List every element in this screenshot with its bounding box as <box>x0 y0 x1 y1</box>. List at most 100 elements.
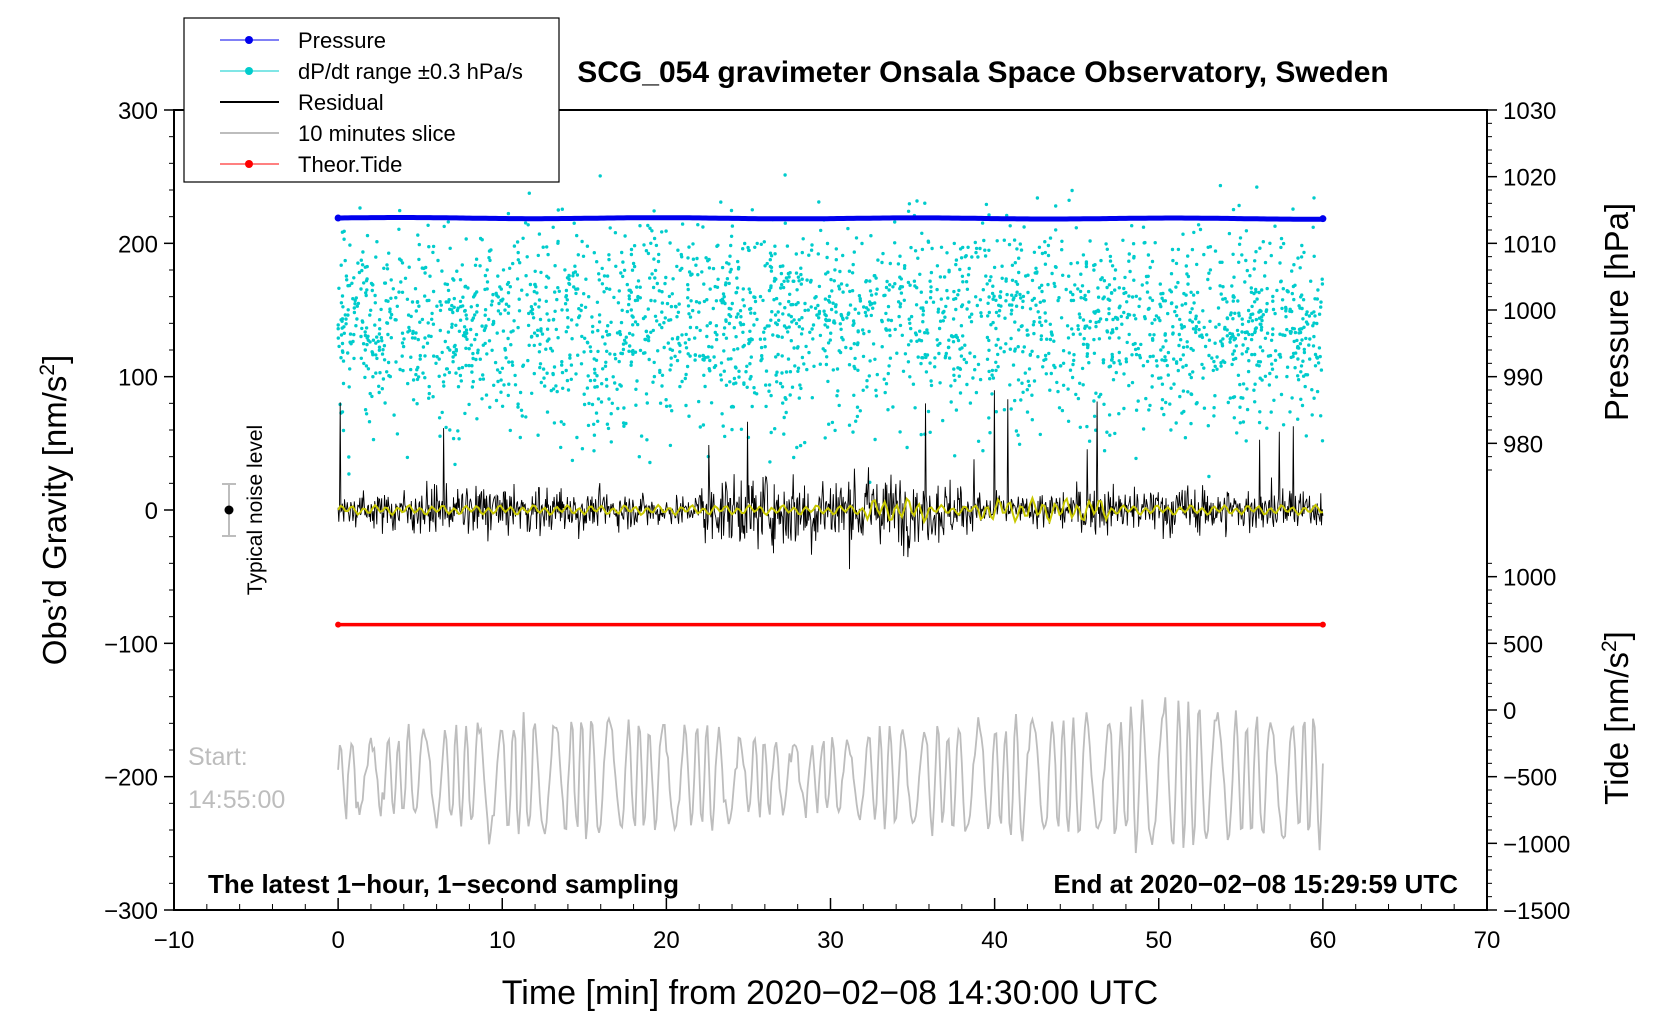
dpdt-point <box>921 309 926 313</box>
dpdt-point <box>762 240 766 244</box>
dpdt-point <box>968 315 972 319</box>
dpdt-point <box>575 435 579 440</box>
dpdt-point <box>983 248 987 252</box>
dpdt-point <box>1213 341 1217 345</box>
dpdt-point <box>1032 331 1036 336</box>
dpdt-point <box>1105 285 1109 290</box>
dpdt-point <box>1302 350 1307 355</box>
dpdt-point <box>817 200 821 204</box>
dpdt-point <box>564 294 569 298</box>
dpdt-point <box>585 386 590 390</box>
dpdt-point <box>399 280 403 284</box>
dpdt-point <box>957 374 961 378</box>
dpdt-point <box>403 276 408 280</box>
dpdt-point <box>1144 274 1149 279</box>
dpdt-point <box>773 244 777 248</box>
dpdt-point <box>687 312 691 316</box>
dpdt-point <box>676 248 680 252</box>
dpdt-point <box>1141 225 1146 229</box>
dpdt-point <box>1172 382 1176 386</box>
dpdt-point <box>1185 340 1189 344</box>
dpdt-point <box>1257 290 1261 295</box>
dpdt-point <box>550 349 555 353</box>
dpdt-point <box>1070 327 1074 331</box>
dpdt-point <box>536 253 540 258</box>
dpdt-point <box>986 314 990 318</box>
dpdt-point <box>1312 321 1316 325</box>
dpdt-point <box>1110 264 1115 268</box>
dpdt-point <box>1094 324 1098 329</box>
dpdt-point <box>741 330 745 334</box>
dpdt-point <box>655 319 659 323</box>
dpdt-point <box>458 373 463 378</box>
dpdt-point <box>1111 330 1115 334</box>
dpdt-point <box>991 297 995 301</box>
dpdt-point <box>1053 284 1057 289</box>
dpdt-point <box>633 350 638 354</box>
tide-tick-label: −500 <box>1503 765 1557 792</box>
dpdt-point <box>1018 242 1022 246</box>
dpdt-point <box>1290 269 1294 273</box>
dpdt-point <box>684 332 688 337</box>
dpdt-point <box>670 409 674 413</box>
dpdt-point <box>627 302 631 307</box>
dpdt-point <box>1158 282 1163 286</box>
dpdt-point <box>401 344 406 349</box>
dpdt-point <box>928 430 932 434</box>
dpdt-point <box>744 370 748 374</box>
dpdt-point <box>886 371 890 376</box>
dpdt-point <box>576 253 580 257</box>
dpdt-point <box>781 401 785 405</box>
dpdt-point <box>505 282 510 286</box>
dpdt-point <box>1319 414 1323 418</box>
dpdt-point <box>1304 312 1309 317</box>
dpdt-point <box>1301 298 1306 302</box>
dpdt-point <box>560 360 564 364</box>
dpdt-point <box>1181 232 1185 236</box>
dpdt-point <box>1240 330 1244 334</box>
dpdt-point <box>1038 320 1042 324</box>
dpdt-point <box>1303 384 1307 389</box>
dpdt-point <box>759 345 764 350</box>
dpdt-point <box>1017 328 1021 332</box>
dpdt-point <box>619 271 623 275</box>
dpdt-point <box>653 268 658 273</box>
dpdt-point <box>748 377 752 381</box>
dpdt-point <box>420 317 425 322</box>
dpdt-point <box>1233 311 1237 315</box>
dpdt-point <box>1046 253 1051 258</box>
dpdt-point <box>1312 396 1316 400</box>
dpdt-point <box>1252 267 1256 271</box>
dpdt-point <box>1019 296 1023 300</box>
dpdt-point <box>1120 322 1124 326</box>
dpdt-point <box>520 288 524 292</box>
dpdt-point <box>728 254 732 258</box>
dpdt-point <box>604 377 609 382</box>
dpdt-point <box>1163 333 1167 337</box>
dpdt-point <box>1141 427 1146 431</box>
dpdt-point <box>1040 283 1044 287</box>
dpdt-point <box>487 249 492 253</box>
dpdt-point <box>1143 316 1147 321</box>
dpdt-point <box>1067 198 1071 202</box>
dpdt-point <box>1312 254 1316 258</box>
dpdt-point <box>426 223 430 227</box>
dpdt-point <box>359 334 363 339</box>
dpdt-point <box>1279 245 1283 250</box>
dpdt-point <box>1263 374 1268 378</box>
dpdt-point <box>556 208 560 212</box>
dpdt-point <box>804 344 808 349</box>
dpdt-point <box>500 366 505 370</box>
dpdt-point <box>478 357 482 361</box>
sampling-note: The latest 1−hour, 1−second sampling <box>208 869 679 899</box>
dpdt-point <box>452 296 456 301</box>
dpdt-point <box>983 254 988 258</box>
dpdt-point <box>474 357 478 362</box>
dpdt-point <box>481 373 485 377</box>
dpdt-point <box>356 301 361 306</box>
dpdt-point <box>347 455 351 459</box>
dpdt-point <box>554 384 558 388</box>
dpdt-point <box>364 293 368 298</box>
dpdt-point <box>644 329 649 334</box>
dpdt-point <box>336 323 340 327</box>
